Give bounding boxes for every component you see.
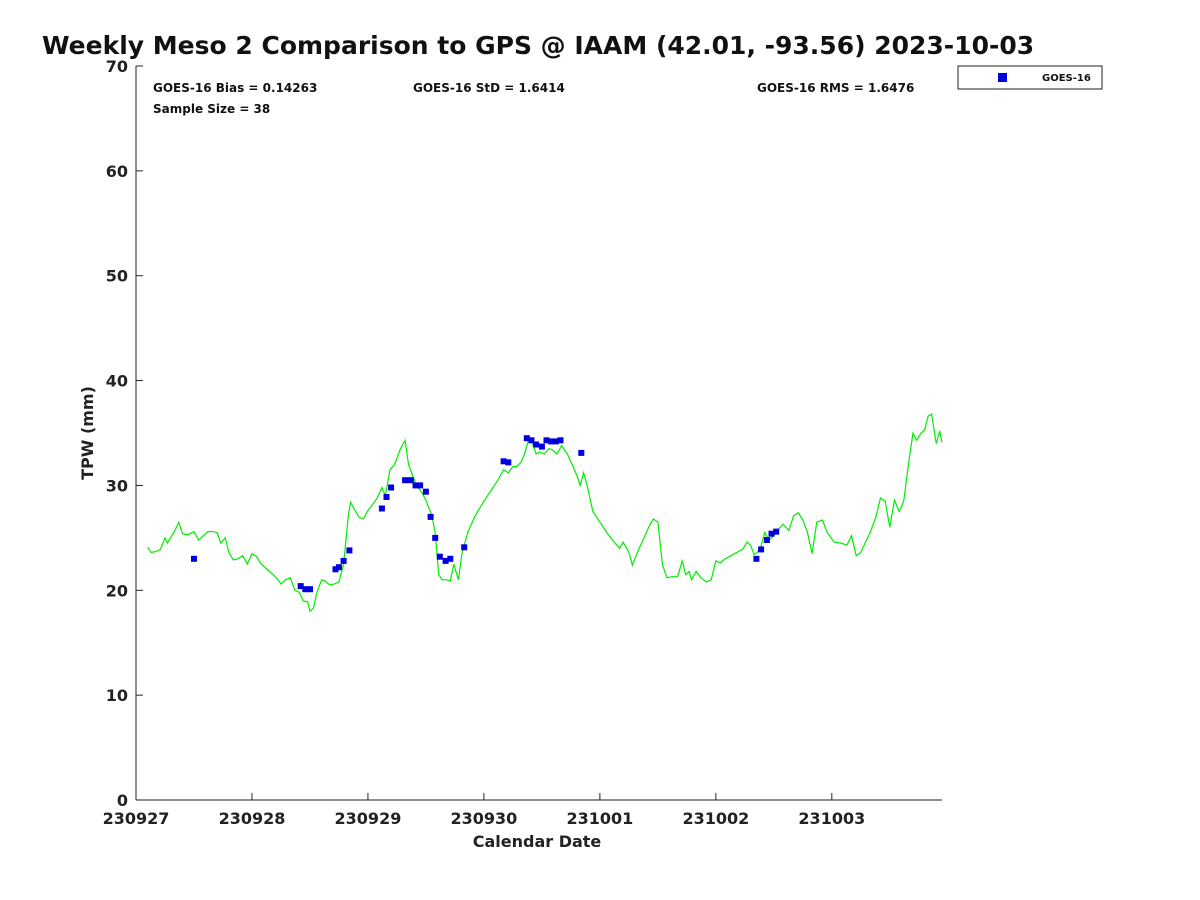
bias-stat: GOES-16 Bias = 0.14263 <box>153 81 317 95</box>
y-tick-label: 60 <box>106 162 128 181</box>
x-tick-label: 231002 <box>682 809 749 828</box>
goes16-point <box>773 528 780 535</box>
goes16-point <box>552 438 559 445</box>
goes16-point <box>763 537 770 543</box>
plot-area <box>136 66 942 800</box>
goes16-point <box>538 443 545 450</box>
x-tick-label: 231003 <box>798 809 865 828</box>
goes16-point <box>505 459 512 466</box>
x-axis: 230927 230928 230929 230930 231001 231002 2310… <box>103 793 942 828</box>
goes16-point <box>383 494 390 500</box>
goes16-point <box>412 482 419 489</box>
goes16-point <box>753 555 760 562</box>
goes16-point <box>447 555 454 562</box>
x-tick-label: 230929 <box>335 809 402 828</box>
y-tick-label: 70 <box>106 57 128 76</box>
goes16-point <box>768 530 775 537</box>
gps-series-line <box>147 413 943 613</box>
y-tick-label: 40 <box>106 372 128 391</box>
goes16-point <box>442 557 449 564</box>
y-axis: 0 10 20 30 40 50 60 70 <box>106 57 143 810</box>
legend: GOES-16 <box>957 65 1103 90</box>
y-tick-label: 50 <box>106 267 128 286</box>
y-tick-label: 10 <box>106 686 128 705</box>
goes16-point <box>523 435 530 442</box>
goes16-point <box>461 544 468 551</box>
goes16-point <box>307 586 313 593</box>
legend-box <box>957 65 1103 90</box>
goes16-point <box>548 438 555 445</box>
sample-size-stat: Sample Size = 38 <box>153 102 270 116</box>
x-tick-label: 231001 <box>566 809 633 828</box>
goes16-point <box>543 437 550 444</box>
y-tick-label: 20 <box>106 581 128 600</box>
goes16-point <box>528 437 535 444</box>
goes16-point <box>378 505 385 512</box>
goes16-point <box>302 586 309 593</box>
x-tick-label: 230927 <box>103 809 170 828</box>
goes16-point <box>346 547 353 554</box>
goes16-point <box>191 555 197 562</box>
goes16-point <box>427 513 434 520</box>
goes16-point <box>340 557 347 564</box>
goes16-point <box>335 564 342 571</box>
goes16-point <box>436 553 443 560</box>
goes16-point <box>297 583 304 590</box>
y-axis-label: TPW (mm) <box>78 386 97 480</box>
goes16-point <box>332 566 339 573</box>
goes16-point <box>422 488 429 495</box>
goes16-point <box>557 437 564 444</box>
goes16-point <box>500 458 507 465</box>
goes16-point <box>578 449 585 456</box>
goes16-point <box>417 482 424 489</box>
rms-stat: GOES-16 RMS = 1.6476 <box>757 81 914 95</box>
y-tick-label: 0 <box>117 791 128 810</box>
x-axis-label: Calendar Date <box>473 832 602 851</box>
y-tick-label: 30 <box>106 476 128 495</box>
std-stat: GOES-16 StD = 1.6414 <box>413 81 565 95</box>
series-layer <box>147 413 943 613</box>
x-tick-label: 230930 <box>451 809 518 828</box>
x-tick-label: 230928 <box>219 809 286 828</box>
goes16-point <box>758 546 765 553</box>
legend-label-goes16: GOES-16 <box>1042 73 1091 84</box>
legend-marker-goes16 <box>998 73 1007 82</box>
goes16-point <box>402 477 409 484</box>
chart-title: Weekly Meso 2 Comparison to GPS @ IAAM (… <box>42 31 1034 60</box>
goes16-point <box>388 484 395 491</box>
goes16-point <box>432 534 439 541</box>
goes16-point <box>407 477 414 484</box>
goes16-point <box>533 441 540 448</box>
